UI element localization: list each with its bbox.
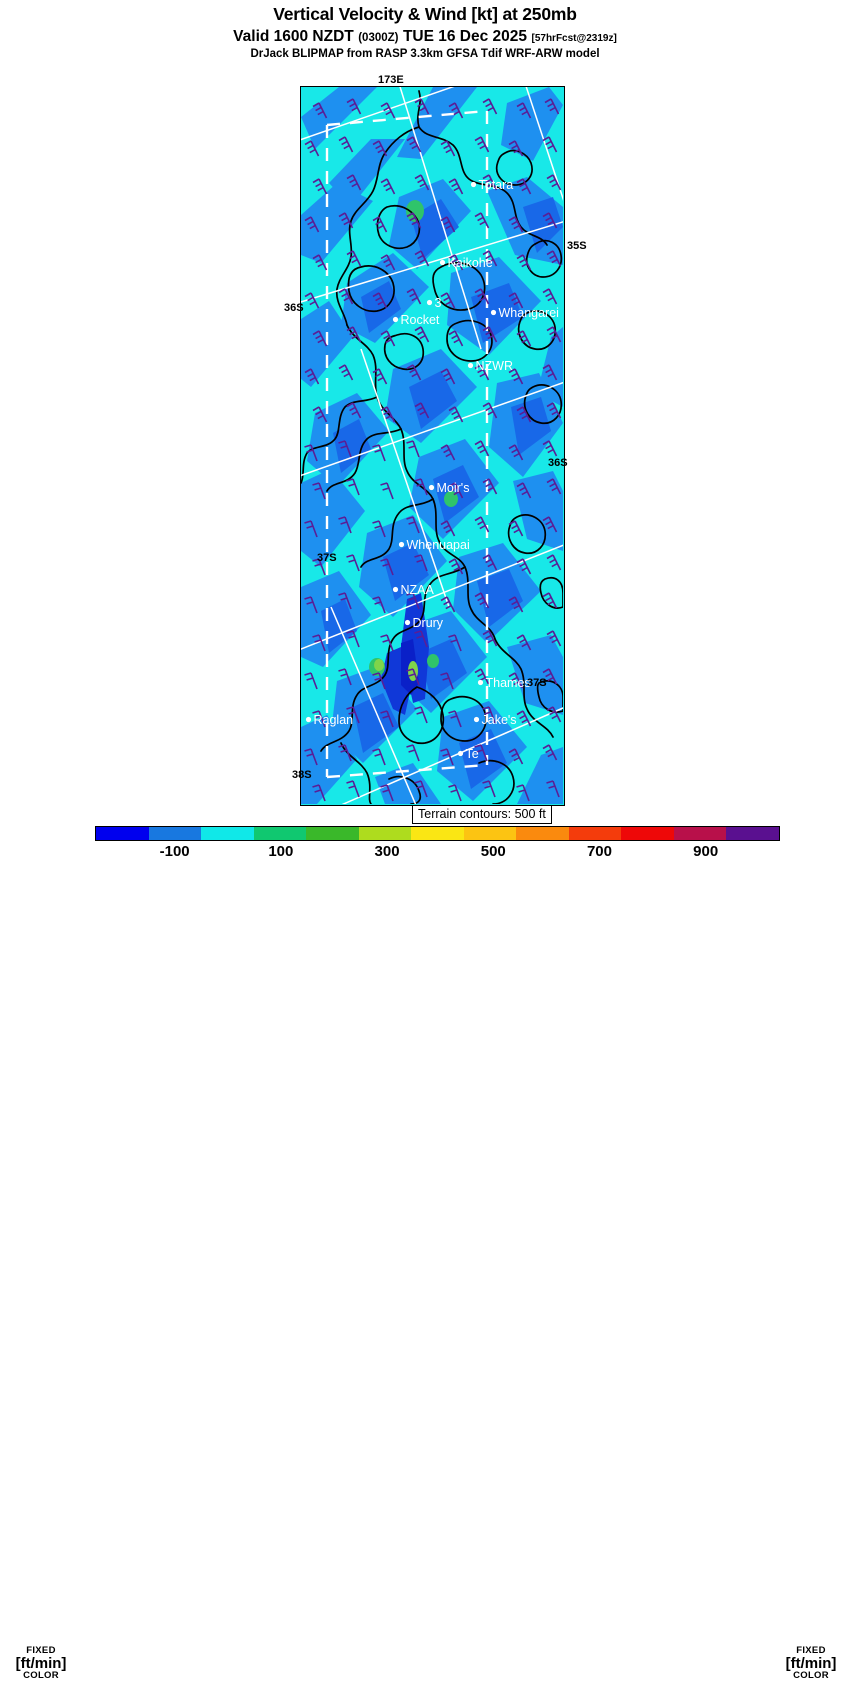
station-Thames[interactable]: Thames (477, 676, 531, 690)
station-marker-icon (305, 716, 312, 723)
station-Whenuapai[interactable]: Whenuapai (398, 538, 470, 552)
graticule-dashed (325, 109, 489, 779)
colorbar-swatch-1 (148, 827, 202, 840)
colorbar-swatch-5 (358, 827, 412, 840)
station-label: Drury (413, 616, 444, 630)
station-label: Whangarei (499, 306, 559, 320)
unit-value-label-left: [ft/min] (15, 1654, 67, 1672)
unit-fixed-label-right: FIXED (796, 1645, 826, 1656)
colorbar-swatch-12 (726, 827, 779, 840)
map-canvas: Totara Kaikohe 3 Rocket Whangarei NZWR Moir's W… (301, 87, 564, 805)
station-label: Kaikohe (448, 256, 493, 270)
colorbar-swatch-8 (516, 827, 569, 840)
colorbar-swatch-10 (621, 827, 674, 840)
valid-time-line: Valid 1600 NZDT (0300Z) TUE 16 Dec 2025 … (0, 28, 850, 46)
station-Jakes[interactable]: Jake's (473, 713, 517, 727)
model-description: DrJack BLIPMAP from RASP 3.3km GFSA Tdif… (250, 48, 600, 60)
station-NZAA[interactable]: NZAA (392, 583, 435, 597)
station-Whangarei[interactable]: Whangarei (490, 306, 559, 320)
station-Drury[interactable]: Drury (404, 616, 444, 630)
lat-38S-left: 38S (292, 769, 312, 781)
graticule-solid (301, 87, 563, 804)
colorbar-swatch-3 (253, 827, 307, 840)
colorbar-swatch-11 (673, 827, 727, 840)
station-label: Thames (486, 676, 531, 690)
station-Totara[interactable]: Totara (470, 178, 514, 192)
station-marker-icon (426, 299, 433, 306)
station-marker-3[interactable]: 3 (426, 296, 442, 310)
colorbar-tick-100: 100 (268, 843, 294, 860)
lat-35S-right: 35S (567, 240, 587, 252)
station-label: Te (466, 747, 479, 761)
colorbar-tick-700: 700 (586, 843, 612, 860)
station-marker-icon (457, 750, 464, 757)
map-layers: Totara Kaikohe 3 Rocket Whangarei NZWR Moir's W… (301, 87, 563, 804)
station-layer: Totara Kaikohe 3 Rocket Whangarei NZWR Moir's W… (305, 178, 559, 761)
terrain-contour-note: Terrain contours: 500 ft (412, 805, 552, 824)
station-label: NZAA (401, 583, 435, 597)
colorbar-tick-500: 500 (480, 843, 506, 860)
colorbar-unit-right: FIXED [ft/min] COLOR (772, 1646, 850, 1680)
unit-color-label-left: COLOR (23, 1669, 59, 1681)
unit-value-label-right: [ft/min] (785, 1654, 837, 1672)
station-marker-icon (467, 362, 474, 369)
station-label: 3 (435, 296, 442, 310)
station-label: Totara (479, 178, 514, 192)
station-marker-icon (439, 259, 446, 266)
station-marker-icon (477, 679, 484, 686)
title-block: Vertical Velocity & Wind [kt] at 250mb V… (0, 0, 850, 60)
lat-37S-left: 37S (317, 552, 337, 564)
station-label: Jake's (482, 713, 517, 727)
station-marker-icon (392, 586, 399, 593)
station-marker-icon (490, 309, 497, 316)
colorbar-unit-left: FIXED [ft/min] COLOR (2, 1646, 80, 1680)
lon-173E: 173E (378, 74, 404, 86)
colorbar-swatch-7 (463, 827, 517, 840)
station-marker-icon (473, 716, 480, 723)
station-marker-icon (392, 316, 399, 323)
station-Kaikohe[interactable]: Kaikohe (439, 256, 493, 270)
lat-37S-right: 37S (527, 677, 547, 689)
lat-36S-left: 36S (284, 302, 304, 314)
station-label: NZWR (476, 359, 514, 373)
forecast-tag: [57hrFcst@2319z] (531, 33, 617, 44)
station-marker-icon (398, 541, 405, 548)
colorbar-swatch-6 (411, 827, 464, 840)
unit-color-label-right: COLOR (793, 1669, 829, 1681)
page-title: Vertical Velocity & Wind [kt] at 250mb (273, 4, 577, 24)
colorbar-region: FIXED [ft/min] COLOR -100 100 300 500 700 900… (0, 824, 850, 1680)
colorbar-tick--100: -100 (159, 843, 190, 860)
unit-fixed-label-left: FIXED (26, 1645, 56, 1656)
station-Te[interactable]: Te (457, 747, 479, 761)
station-label: Raglan (314, 713, 354, 727)
colorbar-tick-900: 900 (693, 843, 719, 860)
valid-date: TUE 16 Dec 2025 (402, 28, 528, 45)
station-Rocket[interactable]: Rocket (392, 313, 440, 327)
weather-map[interactable]: Totara Kaikohe 3 Rocket Whangarei NZWR Moir's W… (300, 86, 565, 806)
lat-36S-right: 36S (548, 457, 568, 469)
colorbar-swatch-4 (306, 827, 359, 840)
colorbar-scale[interactable] (95, 826, 780, 841)
colorbar-tick-300: 300 (374, 843, 400, 860)
valid-time-prefix: Valid 1600 NZDT (233, 28, 354, 45)
station-marker-icon (404, 619, 411, 626)
vv-band-lightblue (301, 87, 563, 804)
colorbar-tick-labels: -100 100 300 500 700 900 (95, 843, 780, 861)
station-Raglan[interactable]: Raglan (305, 713, 354, 727)
station-marker-icon (470, 181, 477, 188)
colorbar-swatch-9 (568, 827, 622, 840)
station-NZWR[interactable]: NZWR (467, 359, 514, 373)
station-label: Moir's (437, 481, 470, 495)
valid-time-utc: (0300Z) (358, 32, 399, 44)
station-label: Rocket (401, 313, 440, 327)
colorbar-swatch-0 (96, 827, 149, 840)
station-Moirs[interactable]: Moir's (428, 481, 470, 495)
station-label: Whenuapai (407, 538, 470, 552)
station-marker-icon (428, 484, 435, 491)
colorbar-swatch-2 (201, 827, 254, 840)
